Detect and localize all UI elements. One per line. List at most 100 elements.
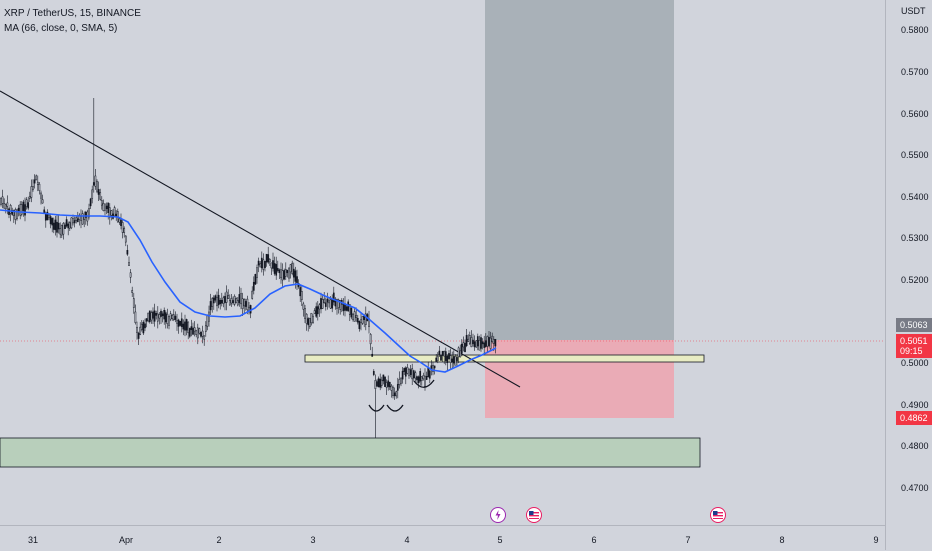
candle-body xyxy=(299,287,302,297)
chart-area[interactable]: XRP / TetherUS, 15, BINANCE MA (66, clos… xyxy=(0,0,885,525)
candle-body xyxy=(216,297,218,307)
candle-body xyxy=(131,290,134,293)
candle-body xyxy=(481,341,484,345)
candle-body xyxy=(390,385,393,391)
candle-body xyxy=(408,368,410,377)
candle-body xyxy=(204,325,207,332)
candle-body xyxy=(220,299,223,304)
candle-body xyxy=(422,375,425,380)
indicator-title[interactable]: MA (66, close, 0, SMA, 5) xyxy=(4,23,118,34)
candle-body xyxy=(152,311,154,319)
candle-body xyxy=(304,308,306,319)
candle-body xyxy=(323,298,326,303)
candle-body xyxy=(284,269,287,277)
candle-body xyxy=(96,180,98,192)
candle-body xyxy=(456,357,458,362)
candle-body xyxy=(272,260,274,269)
time-axis[interactable]: 31 Apr 2 3 4 5 6 7 8 9 xyxy=(0,525,885,551)
candle-body xyxy=(288,267,290,279)
currency-label[interactable]: USDT xyxy=(901,6,926,16)
candle-body xyxy=(104,203,106,211)
candle-body xyxy=(41,199,44,204)
candle-body xyxy=(494,338,497,347)
price-chart[interactable] xyxy=(0,0,885,525)
candle-body xyxy=(105,205,108,210)
symbol-title[interactable]: XRP / TetherUS, 15, BINANCE xyxy=(4,8,141,19)
candle-body xyxy=(336,299,338,309)
candle-body xyxy=(40,192,42,199)
candle-body xyxy=(147,312,150,322)
price-tick: 0.4900 xyxy=(901,400,929,410)
retest-zone-box[interactable] xyxy=(304,354,705,363)
candle-body xyxy=(3,203,6,209)
candle-body xyxy=(420,376,423,381)
candle-body xyxy=(56,221,58,233)
candle-body xyxy=(44,213,47,221)
candle-body xyxy=(286,269,289,274)
candle-body xyxy=(260,257,263,269)
candle-body xyxy=(472,339,474,345)
descending-trendline[interactable] xyxy=(0,90,521,388)
candle-body xyxy=(374,380,377,389)
current-price-tag: 0.5051 xyxy=(896,334,932,346)
price-axis[interactable]: USDT 0.5800 0.5700 0.5600 0.5500 0.5400 … xyxy=(885,0,932,550)
candle-body xyxy=(406,367,409,374)
candle-body xyxy=(232,300,234,304)
candle-body xyxy=(484,340,487,347)
candle-body xyxy=(230,298,233,304)
candle-body xyxy=(54,219,57,231)
candle-body xyxy=(203,335,206,340)
candle-body xyxy=(212,297,215,304)
us-flag-event-icon[interactable] xyxy=(526,507,542,523)
candle-body xyxy=(244,301,247,307)
support-zone-box[interactable] xyxy=(0,437,701,468)
candle-body xyxy=(172,314,175,321)
candle-body xyxy=(252,281,255,291)
candlestick-series xyxy=(0,98,497,438)
bar-countdown-tag: 09:15 xyxy=(896,346,932,358)
candle-body xyxy=(163,309,166,320)
candle-body xyxy=(427,367,430,377)
stop-loss-zone[interactable] xyxy=(485,340,674,418)
candle-body xyxy=(289,264,292,273)
candle-body xyxy=(371,353,374,357)
candle-body xyxy=(177,319,180,327)
candle-body xyxy=(419,371,422,382)
candle-body xyxy=(393,392,396,397)
candle-body xyxy=(264,260,266,268)
candle-body xyxy=(262,259,265,270)
candle-body xyxy=(308,318,311,327)
candle-body xyxy=(470,337,473,348)
candle-body xyxy=(20,204,23,215)
candle-body xyxy=(443,350,446,357)
candle-body xyxy=(452,356,455,364)
candle-body xyxy=(22,201,25,211)
candle-body xyxy=(246,298,249,311)
us-flag-event-icon[interactable] xyxy=(710,507,726,523)
dividend-event-icon[interactable] xyxy=(490,507,506,523)
time-tick: 7 xyxy=(685,535,691,545)
candle-body xyxy=(132,298,135,308)
time-tick: 31 xyxy=(27,535,39,545)
candle-body xyxy=(76,218,79,223)
candle-body xyxy=(129,272,132,278)
candle-body xyxy=(136,326,138,333)
candle-body xyxy=(68,222,71,229)
target-profit-zone[interactable] xyxy=(485,0,674,340)
candle-body xyxy=(236,300,239,306)
candle-body xyxy=(387,380,390,387)
candle-body xyxy=(454,356,457,366)
candle-body xyxy=(276,268,279,271)
candle-body xyxy=(84,211,87,218)
candle-body xyxy=(467,338,470,342)
candle-body xyxy=(257,260,260,266)
candle-body xyxy=(478,340,481,351)
candle-body xyxy=(201,330,204,337)
candle-body xyxy=(51,218,54,226)
candle-body xyxy=(9,205,12,214)
candle-body xyxy=(233,295,236,305)
candle-body xyxy=(364,313,367,325)
price-tick: 0.5400 xyxy=(901,192,929,202)
candle-body xyxy=(113,207,116,217)
chart-legend[interactable]: XRP / TetherUS, 15, BINANCE MA (66, clos… xyxy=(4,6,141,36)
